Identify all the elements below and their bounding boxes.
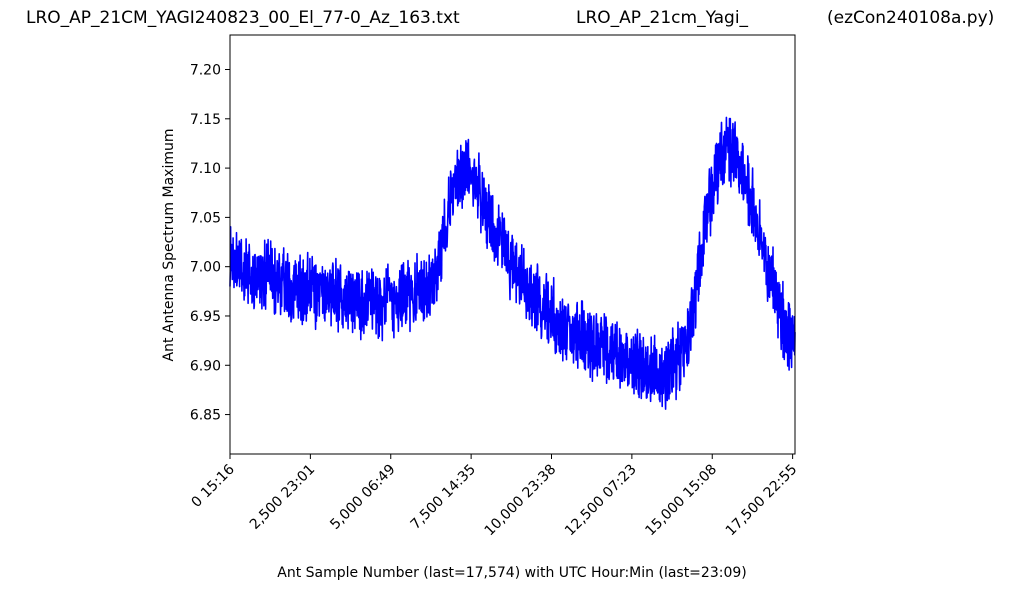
series-line: [229, 116, 796, 410]
y-tick-label: 6.95: [190, 309, 221, 325]
y-tick-label: 7.20: [190, 63, 221, 79]
plot-frame: [229, 34, 796, 455]
chart-title-filename: LRO_AP_21CM_YAGI240823_00_El_77-0_Az_163…: [26, 8, 460, 28]
x-tick-label: 2,500 23:01: [247, 462, 318, 533]
y-tick-label: 7.10: [190, 161, 221, 177]
x-tick-label: 7,500 14:35: [408, 462, 479, 533]
x-tick-label: 12,500 07:23: [562, 462, 640, 540]
chart-title-script: (ezCon240108a.py): [827, 8, 995, 28]
chart-title-antenna: LRO_AP_21cm_Yagi_: [576, 8, 749, 28]
y-tick-label: 7.00: [190, 260, 221, 276]
x-tick-label: 17,500 22:55: [723, 462, 801, 540]
y-tick-label: 6.90: [190, 358, 221, 374]
y-tick-label: 7.15: [190, 112, 221, 128]
y-tick-label: 7.05: [190, 210, 221, 226]
x-tick-label: 5,000 06:49: [327, 462, 398, 533]
y-axis-ticks: 6.85 6.90 6.95 7.00 7.05 7.10 7.15 7.20: [190, 63, 230, 424]
x-tick-label: 15,000 15:08: [642, 462, 720, 540]
y-axis-label: Ant Antenna Spectrum Maximum: [161, 129, 177, 362]
x-axis-label: Ant Sample Number (last=17,574) with UTC…: [277, 565, 746, 581]
x-tick-label: 0 15:16: [189, 461, 238, 510]
y-tick-label: 6.85: [190, 408, 221, 424]
x-tick-label: 10,000 23:38: [482, 462, 560, 540]
x-axis-ticks: 0 15:16 2,500 23:01 5,000 06:49 7,500 14:35…: [189, 454, 801, 540]
series-layer: [229, 116, 796, 410]
